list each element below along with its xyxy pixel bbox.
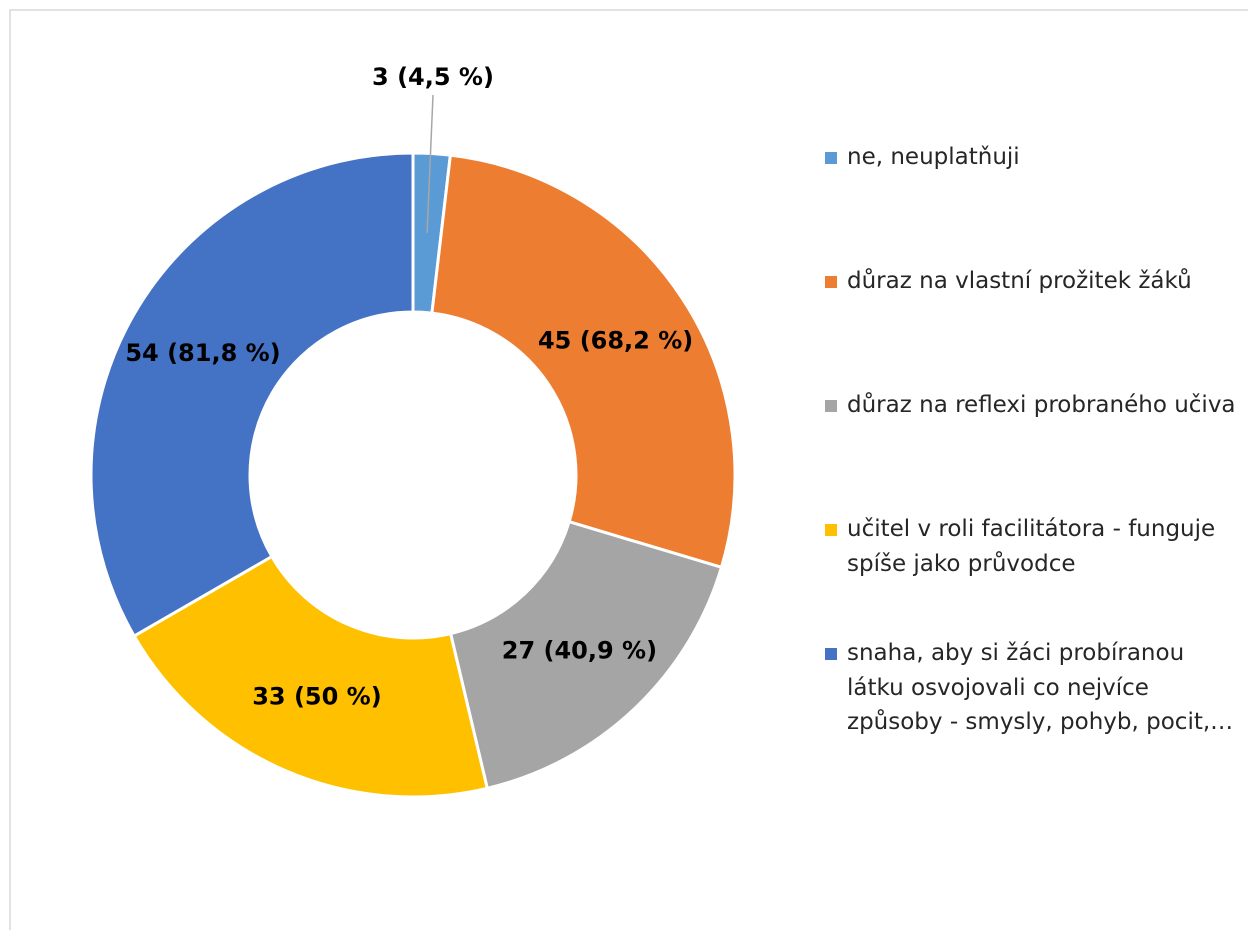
data-label: 45 (68,2 %) — [538, 327, 693, 355]
leader-line — [426, 94, 434, 233]
donut-slice — [448, 519, 724, 791]
legend-label: snaha, aby si žáci probíranou látku osvo… — [847, 640, 1234, 735]
donut-slice — [89, 151, 415, 639]
legend-swatch — [825, 648, 837, 660]
data-label: 27 (40,9 %) — [502, 636, 657, 664]
legend-item: důraz na vlastní prožitek žáků — [825, 264, 1245, 388]
data-label: 33 (50 %) — [252, 683, 382, 711]
chart-frame — [9, 9, 1248, 930]
legend-item: učitel v roli facilitátora - funguje spí… — [825, 512, 1245, 636]
legend-swatch — [825, 152, 837, 164]
donut-slice — [430, 153, 737, 570]
legend-label: důraz na reflexi probraného učiva — [847, 392, 1236, 418]
legend-label: učitel v roli facilitátora - funguje spí… — [847, 516, 1216, 577]
legend-label: ne, neuplatňuji — [847, 144, 1020, 170]
data-label: 54 (81,8 %) — [125, 339, 280, 367]
legend-item: ne, neuplatňuji — [825, 140, 1245, 264]
legend-label: důraz na vlastní prožitek žáků — [847, 268, 1192, 294]
legend-swatch — [825, 276, 837, 288]
legend: ne, neuplatňuji důraz na vlastní prožitek… — [825, 140, 1245, 760]
legend-swatch — [825, 400, 837, 412]
legend-item: snaha, aby si žáci probíranou látku osvo… — [825, 636, 1245, 760]
legend-swatch — [825, 524, 837, 536]
data-label: 3 (4,5 %) — [372, 63, 494, 91]
donut-slice — [132, 554, 490, 799]
legend-item: důraz na reflexi probraného učiva — [825, 388, 1245, 512]
